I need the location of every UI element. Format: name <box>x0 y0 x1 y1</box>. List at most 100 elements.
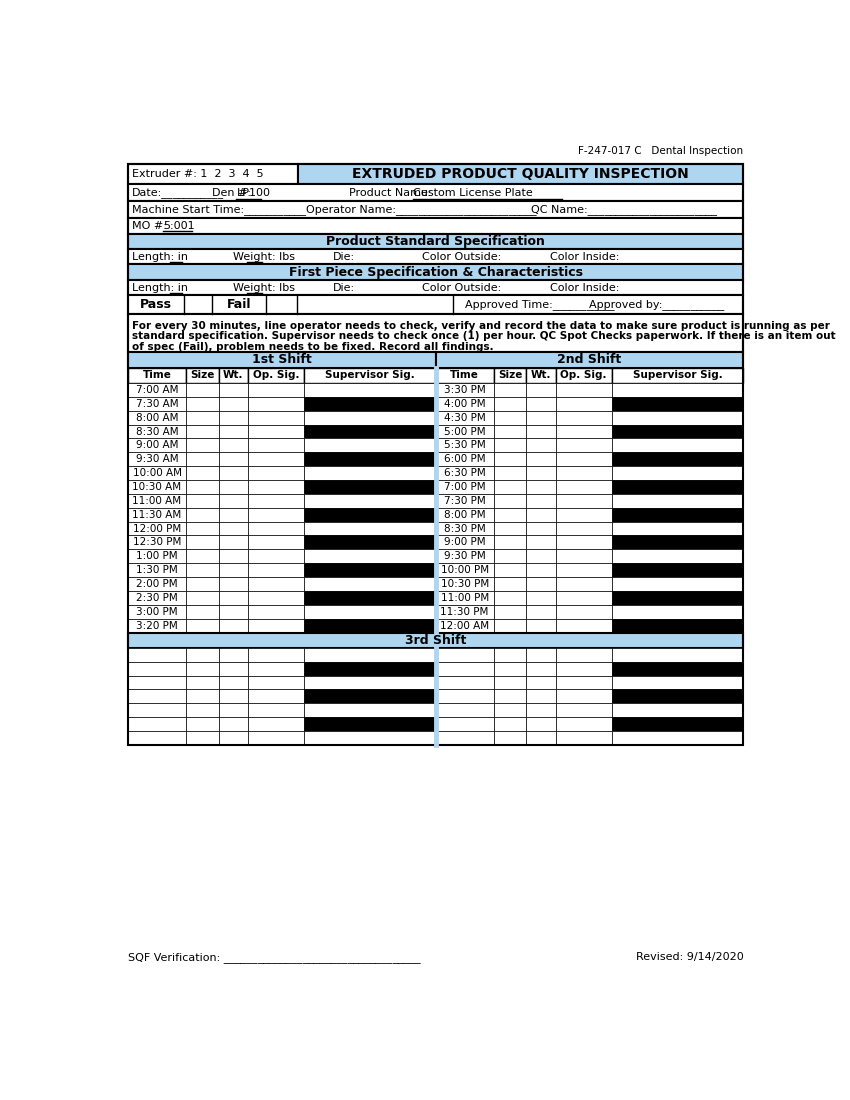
Bar <box>304 480 435 494</box>
Text: standard specification. Supervisor needs to check once (1) per hour. QC Spot Che: standard specification. Supervisor needs… <box>132 331 836 341</box>
Bar <box>435 410 494 425</box>
Bar <box>556 690 611 703</box>
Bar <box>186 618 218 632</box>
Bar <box>218 452 248 466</box>
Bar <box>304 563 435 578</box>
Text: SQF Verification: ___________________________________: SQF Verification: ______________________… <box>128 952 421 962</box>
Bar <box>304 648 435 662</box>
Bar <box>556 521 611 536</box>
Bar <box>435 367 494 383</box>
Bar <box>218 648 248 662</box>
Bar <box>248 732 304 745</box>
Text: 6:30 PM: 6:30 PM <box>444 469 485 478</box>
Text: 11:30 AM: 11:30 AM <box>133 509 182 519</box>
Text: of spec (Fail), problem needs to be fixed. Record all findings.: of spec (Fail), problem needs to be fixe… <box>132 342 494 352</box>
Bar <box>611 675 743 690</box>
Bar <box>186 508 218 521</box>
Bar <box>611 536 743 549</box>
Text: Die:: Die: <box>333 252 355 262</box>
Bar <box>186 397 218 410</box>
Text: 6:00 PM: 6:00 PM <box>444 454 485 464</box>
Text: 10:00 PM: 10:00 PM <box>440 565 489 575</box>
Bar <box>218 508 248 521</box>
Bar <box>186 662 218 675</box>
Bar <box>526 480 556 494</box>
Bar <box>186 732 218 745</box>
Text: Time: Time <box>450 371 479 381</box>
Bar <box>494 732 526 745</box>
Bar <box>304 439 435 452</box>
Text: Color Inside:: Color Inside: <box>550 252 620 262</box>
Bar <box>218 703 248 717</box>
Bar <box>218 494 248 508</box>
Bar <box>128 314 743 352</box>
Text: Weight: lbs: Weight: lbs <box>233 283 295 293</box>
Bar <box>556 410 611 425</box>
Bar <box>304 397 435 410</box>
Bar <box>526 549 556 563</box>
Text: 5:00 PM: 5:00 PM <box>444 427 485 437</box>
Text: Wt.: Wt. <box>223 371 244 381</box>
Bar <box>556 508 611 521</box>
Bar <box>186 367 218 383</box>
Text: 10:30 PM: 10:30 PM <box>440 579 489 588</box>
Bar <box>304 732 435 745</box>
Text: MO #:: MO #: <box>132 221 173 231</box>
Bar <box>611 494 743 508</box>
Bar <box>611 648 743 662</box>
Text: 3rd Shift: 3rd Shift <box>405 634 467 647</box>
Bar <box>526 732 556 745</box>
Text: 12:00 AM: 12:00 AM <box>440 620 490 630</box>
Bar <box>186 521 218 536</box>
Text: 4:00 PM: 4:00 PM <box>444 399 485 409</box>
Text: 5:30 PM: 5:30 PM <box>444 440 485 450</box>
Bar <box>526 703 556 717</box>
Bar <box>494 563 526 578</box>
Bar <box>218 383 248 397</box>
Bar <box>218 591 248 605</box>
Bar <box>248 425 304 439</box>
Bar <box>128 508 186 521</box>
Bar <box>435 549 494 563</box>
Bar <box>218 521 248 536</box>
Bar <box>494 618 526 632</box>
Bar <box>435 605 494 618</box>
Bar <box>218 675 248 690</box>
Bar <box>128 480 186 494</box>
Bar <box>556 466 611 480</box>
Bar <box>556 452 611 466</box>
Bar <box>526 397 556 410</box>
Text: Approved by:___________: Approved by:___________ <box>589 299 724 310</box>
Bar <box>526 425 556 439</box>
Text: Color Inside:: Color Inside: <box>550 283 620 293</box>
Bar <box>186 466 218 480</box>
Bar <box>526 508 556 521</box>
Text: Op. Sig.: Op. Sig. <box>560 371 607 381</box>
Bar <box>304 703 435 717</box>
Bar <box>494 521 526 536</box>
Text: 7:30 AM: 7:30 AM <box>136 399 178 409</box>
Bar <box>494 480 526 494</box>
Bar <box>218 732 248 745</box>
Bar <box>526 591 556 605</box>
Text: 10:30 AM: 10:30 AM <box>133 482 182 492</box>
Bar <box>494 425 526 439</box>
Text: Supervisor Sig.: Supervisor Sig. <box>632 371 722 381</box>
Text: Date:___________: Date:___________ <box>132 187 224 198</box>
Bar <box>526 578 556 591</box>
Bar <box>128 352 435 367</box>
Text: Den #:: Den #: <box>212 188 254 198</box>
Bar <box>128 466 186 480</box>
Bar <box>526 536 556 549</box>
Text: Weight: lbs: Weight: lbs <box>233 252 295 262</box>
Bar <box>128 703 186 717</box>
Bar <box>304 367 435 383</box>
Bar <box>526 675 556 690</box>
Bar <box>435 536 494 549</box>
Text: 3:00 PM: 3:00 PM <box>136 607 178 617</box>
Bar <box>186 549 218 563</box>
Bar <box>128 218 743 233</box>
Text: F-247-017 C   Dental Inspection: F-247-017 C Dental Inspection <box>578 146 743 156</box>
Text: Fail: Fail <box>226 298 251 311</box>
Bar <box>526 410 556 425</box>
